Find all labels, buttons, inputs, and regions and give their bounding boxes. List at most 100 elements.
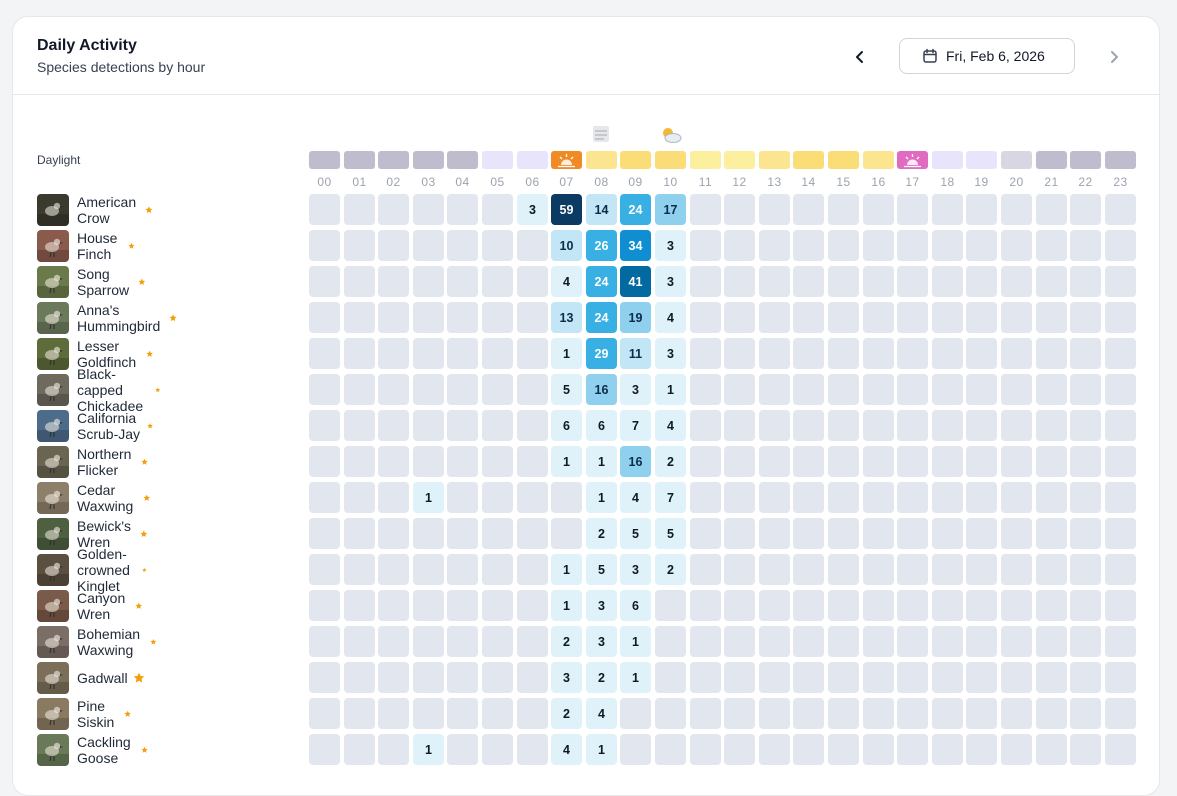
heatmap-cell[interactable] xyxy=(1070,518,1101,549)
heatmap-cell[interactable] xyxy=(447,590,478,621)
heatmap-cell[interactable] xyxy=(793,734,824,765)
heatmap-cell[interactable]: 2 xyxy=(551,626,582,657)
heatmap-cell[interactable] xyxy=(517,374,548,405)
heatmap-cell[interactable]: 1 xyxy=(413,482,444,513)
heatmap-cell[interactable] xyxy=(932,554,963,585)
heatmap-cell[interactable] xyxy=(759,554,790,585)
heatmap-cell[interactable]: 1 xyxy=(620,662,651,693)
heatmap-cell[interactable] xyxy=(309,590,340,621)
heatmap-cell[interactable] xyxy=(344,194,375,225)
heatmap-cell[interactable] xyxy=(793,554,824,585)
heatmap-cell[interactable] xyxy=(309,554,340,585)
heatmap-cell[interactable] xyxy=(690,482,721,513)
heatmap-cell[interactable]: 6 xyxy=(586,410,617,441)
species-row[interactable]: Cedar Waxwing xyxy=(37,481,150,514)
heatmap-cell[interactable] xyxy=(413,266,444,297)
heatmap-cell[interactable] xyxy=(1070,194,1101,225)
heatmap-cell[interactable] xyxy=(863,266,894,297)
heatmap-cell[interactable] xyxy=(793,662,824,693)
species-name[interactable]: Anna's Hummingbird xyxy=(77,301,161,334)
heatmap-cell[interactable] xyxy=(932,518,963,549)
heatmap-cell[interactable] xyxy=(690,410,721,441)
heatmap-cell[interactable] xyxy=(1001,410,1032,441)
species-name[interactable]: California Scrub-Jay xyxy=(77,409,141,442)
heatmap-cell[interactable] xyxy=(828,698,859,729)
heatmap-cell[interactable] xyxy=(344,338,375,369)
heatmap-cell[interactable] xyxy=(378,194,409,225)
species-name[interactable]: Black-capped Chickadee xyxy=(77,365,144,414)
heatmap-cell[interactable] xyxy=(724,698,755,729)
heatmap-cell[interactable] xyxy=(966,230,997,261)
heatmap-cell[interactable] xyxy=(378,374,409,405)
species-name[interactable]: Cackling Goose xyxy=(77,733,131,766)
heatmap-cell[interactable] xyxy=(344,302,375,333)
heatmap-cell[interactable] xyxy=(759,230,790,261)
next-day-button[interactable] xyxy=(1100,43,1128,71)
heatmap-cell[interactable]: 5 xyxy=(620,518,651,549)
heatmap-cell[interactable] xyxy=(1105,698,1136,729)
heatmap-cell[interactable]: 3 xyxy=(551,662,582,693)
heatmap-cell[interactable] xyxy=(932,338,963,369)
heatmap-cell[interactable] xyxy=(517,626,548,657)
heatmap-cell[interactable]: 3 xyxy=(620,374,651,405)
heatmap-cell[interactable] xyxy=(378,482,409,513)
heatmap-cell[interactable]: 1 xyxy=(551,338,582,369)
heatmap-cell[interactable] xyxy=(932,734,963,765)
heatmap-cell[interactable] xyxy=(897,410,928,441)
heatmap-cell[interactable]: 11 xyxy=(620,338,651,369)
heatmap-cell[interactable]: 3 xyxy=(517,194,548,225)
heatmap-cell[interactable] xyxy=(447,338,478,369)
heatmap-cell[interactable] xyxy=(897,554,928,585)
heatmap-cell[interactable] xyxy=(966,590,997,621)
heatmap-cell[interactable] xyxy=(897,446,928,477)
heatmap-cell[interactable] xyxy=(793,302,824,333)
heatmap-cell[interactable] xyxy=(482,410,513,441)
heatmap-cell[interactable] xyxy=(1070,590,1101,621)
heatmap-cell[interactable] xyxy=(863,410,894,441)
heatmap-cell[interactable] xyxy=(793,230,824,261)
heatmap-cell[interactable]: 3 xyxy=(586,626,617,657)
heatmap-cell[interactable] xyxy=(447,374,478,405)
heatmap-cell[interactable] xyxy=(759,194,790,225)
heatmap-cell[interactable]: 1 xyxy=(586,734,617,765)
heatmap-cell[interactable] xyxy=(1036,698,1067,729)
heatmap-cell[interactable] xyxy=(690,734,721,765)
heatmap-cell[interactable] xyxy=(897,194,928,225)
heatmap-cell[interactable] xyxy=(1036,374,1067,405)
heatmap-cell[interactable] xyxy=(447,482,478,513)
heatmap-cell[interactable] xyxy=(932,230,963,261)
heatmap-cell[interactable] xyxy=(1105,338,1136,369)
heatmap-cell[interactable] xyxy=(828,338,859,369)
heatmap-cell[interactable] xyxy=(932,302,963,333)
heatmap-cell[interactable] xyxy=(932,410,963,441)
heatmap-cell[interactable] xyxy=(517,518,548,549)
heatmap-cell[interactable] xyxy=(966,266,997,297)
heatmap-cell[interactable] xyxy=(1001,698,1032,729)
species-name[interactable]: Song Sparrow xyxy=(77,265,130,298)
heatmap-cell[interactable]: 4 xyxy=(551,734,582,765)
heatmap-cell[interactable]: 5 xyxy=(655,518,686,549)
heatmap-cell[interactable]: 3 xyxy=(655,230,686,261)
heatmap-cell[interactable] xyxy=(413,410,444,441)
heatmap-cell[interactable] xyxy=(690,590,721,621)
heatmap-cell[interactable] xyxy=(482,230,513,261)
heatmap-cell[interactable] xyxy=(966,446,997,477)
heatmap-cell[interactable] xyxy=(759,266,790,297)
heatmap-cell[interactable] xyxy=(1105,518,1136,549)
heatmap-cell[interactable] xyxy=(551,518,582,549)
heatmap-cell[interactable] xyxy=(966,482,997,513)
heatmap-cell[interactable]: 6 xyxy=(551,410,582,441)
heatmap-cell[interactable] xyxy=(759,446,790,477)
heatmap-cell[interactable] xyxy=(966,518,997,549)
heatmap-cell[interactable] xyxy=(482,734,513,765)
heatmap-cell[interactable] xyxy=(1070,374,1101,405)
heatmap-cell[interactable] xyxy=(690,698,721,729)
species-name[interactable]: Golden-crowned Kinglet xyxy=(77,545,130,594)
heatmap-cell[interactable] xyxy=(724,230,755,261)
heatmap-cell[interactable] xyxy=(966,194,997,225)
heatmap-cell[interactable] xyxy=(482,374,513,405)
heatmap-cell[interactable] xyxy=(1036,626,1067,657)
heatmap-cell[interactable] xyxy=(344,626,375,657)
heatmap-cell[interactable] xyxy=(344,662,375,693)
heatmap-cell[interactable] xyxy=(759,734,790,765)
